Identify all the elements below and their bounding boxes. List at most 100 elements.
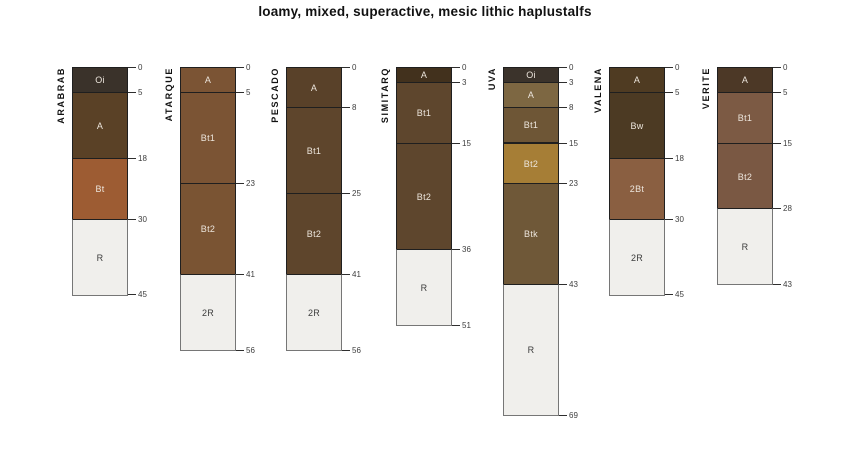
depth-tick-line (559, 143, 567, 144)
depth-tick-line (559, 415, 567, 416)
depth-tick-line (773, 67, 781, 68)
depth-tick-label: 5 (246, 88, 251, 97)
depth-tick-line (452, 82, 460, 83)
horizon-label: A (741, 75, 749, 85)
horizon: Bt1 (180, 92, 236, 184)
horizon-label: 2R (630, 252, 644, 263)
horizon-label: R (741, 241, 749, 252)
depth-tick-line (665, 219, 673, 220)
horizon-label: Bt2 (416, 191, 432, 202)
depth-tick-line (665, 158, 673, 159)
horizon-label: Bt2 (737, 171, 753, 182)
horizon: 2R (286, 274, 342, 351)
depth-tick-line (342, 193, 350, 194)
horizon-label: R (420, 282, 428, 293)
depth-tick-line (236, 350, 244, 351)
horizon: A (396, 67, 452, 83)
depth-tick-line (236, 92, 244, 93)
horizon-label: A (96, 120, 104, 131)
profile-name-label: VERITE (701, 67, 711, 110)
depth-tick-line (452, 143, 460, 144)
depth-tick-label: 0 (569, 63, 574, 72)
depth-tick-label: 45 (138, 290, 147, 299)
depth-tick-label: 30 (138, 215, 147, 224)
horizon-label: Btk (524, 229, 538, 239)
depth-tick-line (236, 183, 244, 184)
depth-tick-label: 0 (246, 63, 251, 72)
horizon-label: R (527, 345, 535, 355)
horizon-label: Bt1 (416, 108, 432, 118)
depth-tick-line (559, 67, 567, 68)
depth-tick-label: 0 (462, 63, 467, 72)
horizon: Bt2 (180, 183, 236, 275)
depth-tick-line (128, 219, 136, 220)
profile-name-label: ATARQUE (164, 67, 174, 122)
horizon-label: Bt1 (737, 113, 753, 123)
horizon: R (717, 208, 773, 285)
horizon: A (503, 82, 559, 108)
profile-name-label: SIMITARQ (380, 67, 390, 124)
depth-tick-line (559, 284, 567, 285)
depth-tick-line (559, 107, 567, 108)
depth-tick-label: 28 (783, 204, 792, 213)
depth-tick-line (559, 82, 567, 83)
horizon: 2Bt (609, 158, 665, 220)
depth-tick-label: 3 (462, 78, 467, 87)
depth-tick-line (236, 274, 244, 275)
horizon: A (609, 67, 665, 93)
depth-tick-label: 8 (569, 103, 574, 112)
chart-title: loamy, mixed, superactive, mesic lithic … (258, 4, 592, 19)
horizon-label: 2R (201, 307, 215, 318)
horizon: R (396, 249, 452, 326)
horizon: Bt1 (717, 92, 773, 144)
depth-tick-label: 23 (246, 179, 255, 188)
depth-tick-label: 30 (675, 215, 684, 224)
depth-tick-label: 41 (352, 270, 361, 279)
horizon-label: 2Bt (629, 184, 645, 194)
horizon: Bt2 (396, 143, 452, 250)
horizon: Bt1 (286, 107, 342, 194)
depth-tick-label: 56 (246, 346, 255, 355)
horizon-label: Bt (95, 184, 105, 194)
depth-tick-line (773, 208, 781, 209)
horizon: Btk (503, 183, 559, 285)
horizon: R (503, 284, 559, 416)
depth-tick-line (665, 67, 673, 68)
horizon: Bt2 (503, 143, 559, 184)
depth-tick-label: 5 (675, 88, 680, 97)
depth-tick-line (342, 274, 350, 275)
horizon-label: Oi (95, 75, 105, 85)
depth-tick-line (773, 92, 781, 93)
depth-tick-label: 15 (783, 139, 792, 148)
depth-tick-label: 5 (783, 88, 788, 97)
horizon: Bt2 (717, 143, 773, 210)
profile-name-label: PESCADO (270, 67, 280, 123)
depth-tick-label: 18 (138, 154, 147, 163)
horizon-label: A (527, 90, 535, 100)
depth-tick-line (665, 92, 673, 93)
horizon-label: Bt1 (306, 145, 322, 156)
horizon: Bt1 (503, 107, 559, 143)
horizon-label: A (204, 75, 212, 85)
depth-tick-label: 43 (569, 280, 578, 289)
horizon: Bw (609, 92, 665, 159)
horizon-label: Bw (630, 120, 644, 131)
depth-tick-line (773, 284, 781, 285)
depth-tick-line (452, 67, 460, 68)
horizon: Oi (72, 67, 128, 93)
depth-tick-label: 5 (138, 88, 143, 97)
horizon-label: Bt1 (200, 133, 216, 143)
depth-tick-label: 45 (675, 290, 684, 299)
depth-tick-label: 56 (352, 346, 361, 355)
horizon: A (180, 67, 236, 93)
depth-tick-label: 69 (569, 411, 578, 420)
horizon: Oi (503, 67, 559, 83)
depth-tick-line (128, 67, 136, 68)
depth-tick-label: 18 (675, 154, 684, 163)
depth-tick-line (236, 67, 244, 68)
depth-tick-line (773, 143, 781, 144)
horizon: R (72, 219, 128, 296)
horizon-label: A (420, 70, 428, 80)
depth-tick-label: 3 (569, 78, 574, 87)
